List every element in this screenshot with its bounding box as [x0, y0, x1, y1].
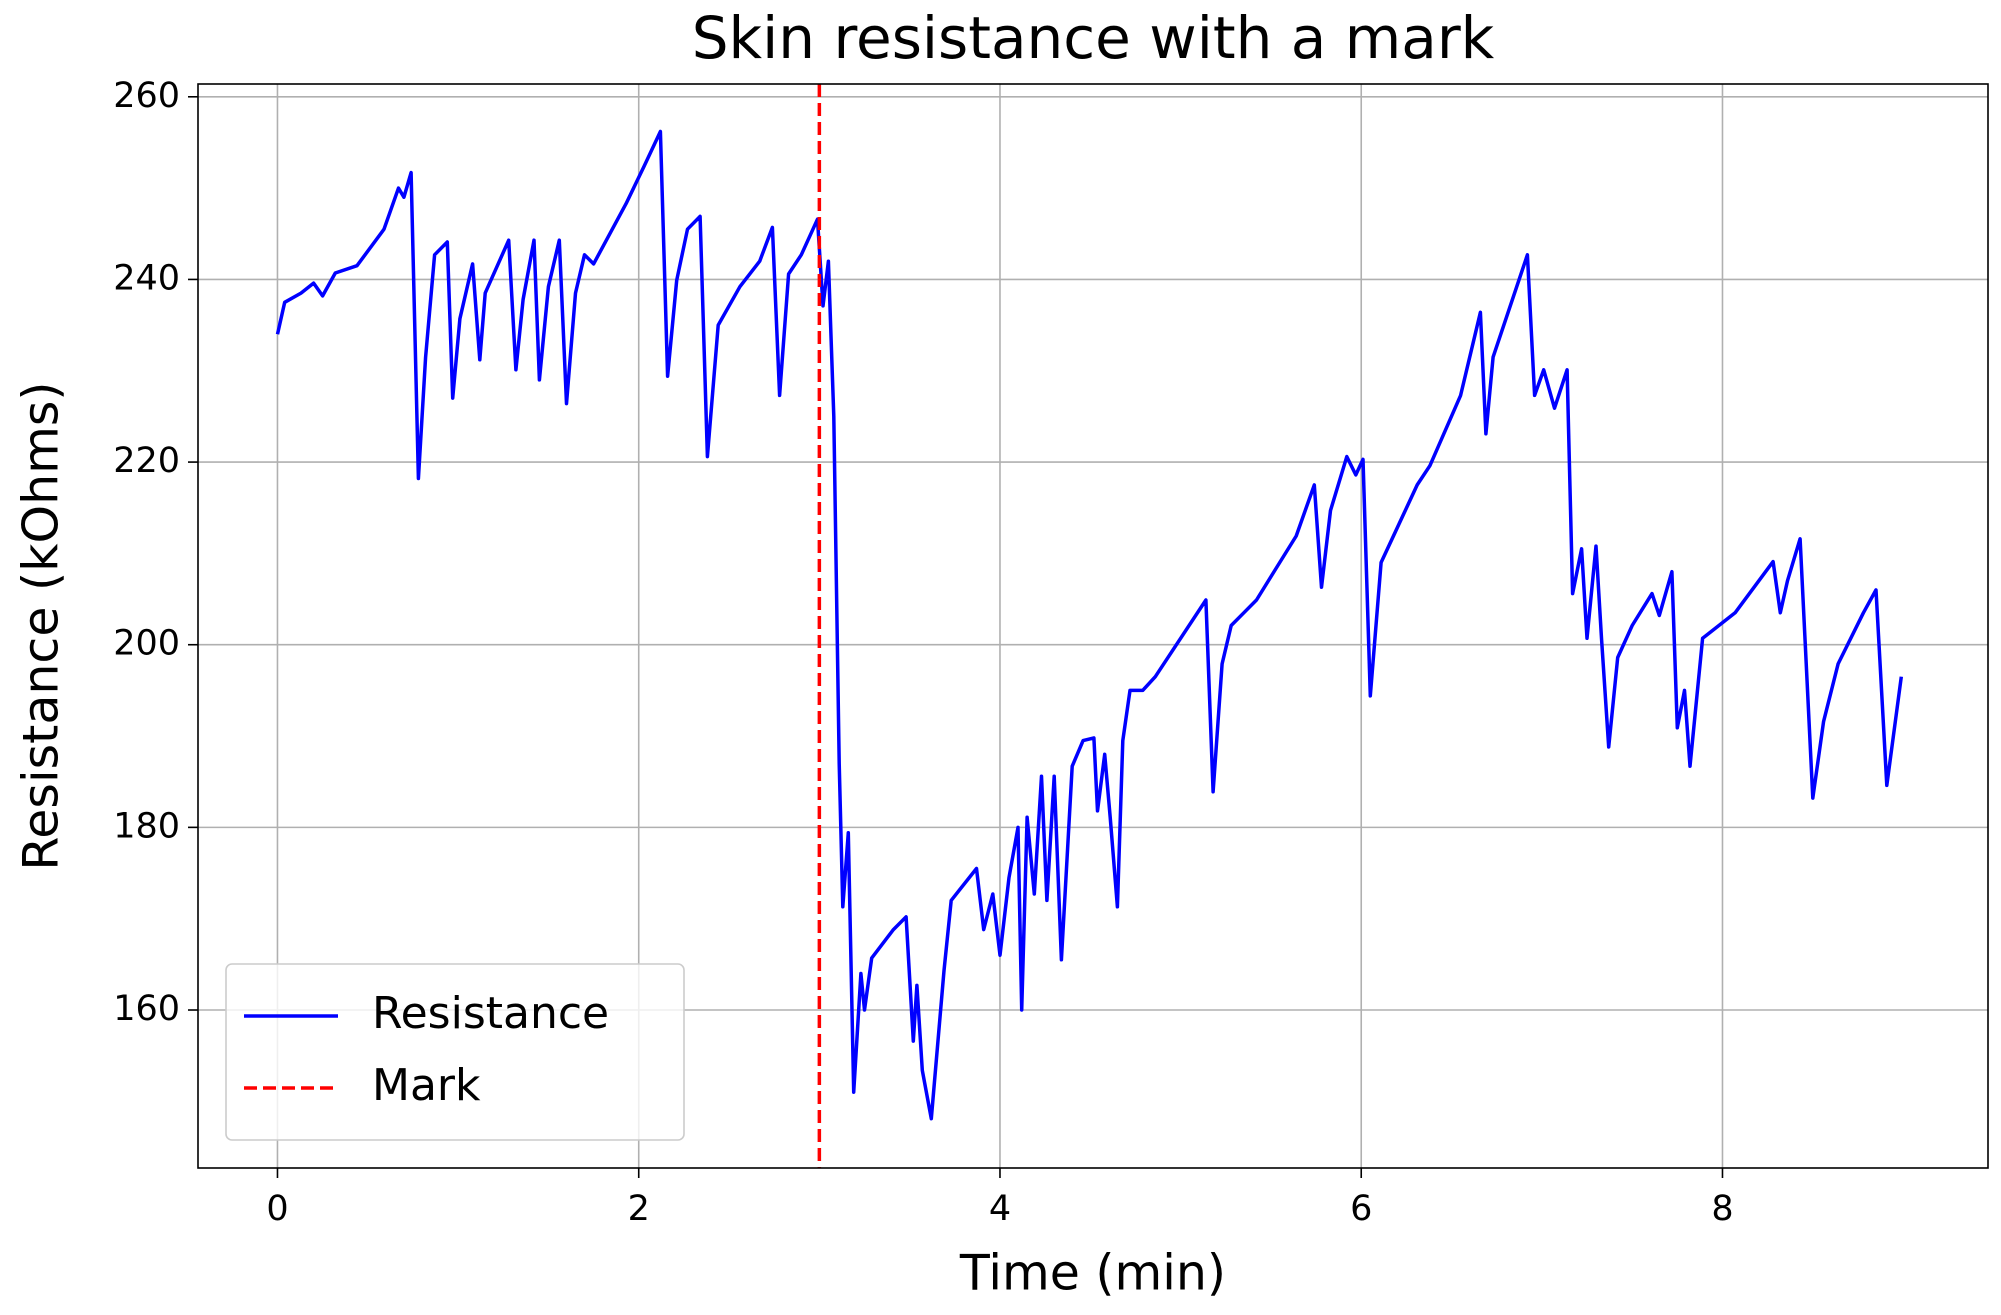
x-tick-label: 8	[1711, 1189, 1733, 1229]
y-tick-label: 240	[113, 258, 180, 298]
y-axis-label: Resistance (kOhms)	[13, 381, 70, 870]
x-tick-label: 6	[1350, 1189, 1372, 1229]
chart-title: Skin resistance with a mark	[692, 4, 1495, 72]
y-tick-label: 200	[113, 624, 180, 664]
y-tick-label: 160	[113, 989, 180, 1029]
legend-box	[225, 963, 685, 1141]
legend-label: Mark	[372, 1060, 481, 1111]
data-line	[275, 129, 1904, 1121]
x-tick-label: 4	[989, 1189, 1011, 1229]
plot-frame	[197, 83, 1989, 1169]
y-tick-label: 220	[113, 441, 180, 481]
x-axis-label: Time (min)	[959, 1245, 1226, 1302]
x-tick-label: 0	[266, 1189, 288, 1229]
y-tick-label: 180	[113, 806, 180, 846]
legend-label: Resistance	[372, 988, 609, 1039]
legend: Resistance Mark	[225, 963, 685, 1141]
x-tick-label: 2	[628, 1189, 650, 1229]
y-tick-label: 260	[113, 76, 180, 116]
